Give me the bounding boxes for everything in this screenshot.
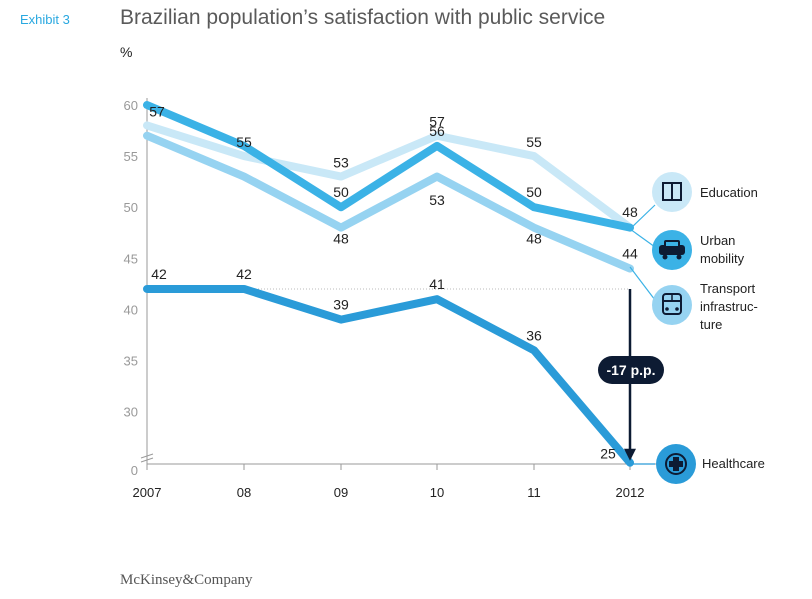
- y-tick-label: 40: [124, 302, 138, 317]
- legend-label-education: Education: [700, 185, 758, 200]
- change-label: -17 p.p.: [606, 362, 655, 378]
- change-badge: [598, 356, 664, 384]
- bus-icon-badge: [652, 285, 692, 325]
- chart-title: Brazilian population’s satisfaction with…: [120, 6, 606, 29]
- chart-lines: [143, 101, 634, 467]
- chart-legend: Education Urban mobility Transport infrastru…: [629, 172, 765, 484]
- legend-connector: [629, 204, 656, 230]
- y-axis-unit: %: [120, 44, 133, 60]
- legend-label-transport: ture: [700, 317, 722, 332]
- change-annotation: -17 p.p.: [598, 288, 664, 461]
- legend-label-transport: infrastruc-: [700, 299, 758, 314]
- axis-break-mark: [140, 453, 154, 459]
- x-tick-label: 2007: [133, 485, 162, 500]
- data-label: 57: [429, 114, 445, 130]
- data-label: 50: [526, 184, 542, 200]
- legend-label-transport: Transport: [700, 281, 756, 296]
- y-tick-label: 0: [131, 463, 138, 478]
- bus-icon: [662, 293, 682, 315]
- legend-connector: [629, 266, 656, 301]
- series-line: [143, 101, 634, 232]
- y-tick-label: 50: [124, 200, 138, 215]
- data-label: 25: [600, 446, 616, 462]
- y-tick-label: 45: [124, 251, 138, 266]
- data-labels: 57 55 53 57 55 48 50 56 50 48 53 48 44 42 42 39 41 36 25: [149, 103, 638, 461]
- data-label: 42: [236, 266, 252, 282]
- data-label: 57: [149, 103, 165, 119]
- legend-label-urban: Urban: [700, 233, 735, 248]
- change-arrow-head: [624, 448, 636, 461]
- data-label: 53: [429, 192, 445, 208]
- exhibit-label: Exhibit 3: [20, 12, 70, 27]
- x-tick-label: 08: [237, 485, 251, 500]
- x-tick-label: 2012: [616, 485, 645, 500]
- series-line: [143, 131, 634, 273]
- data-label: 41: [429, 276, 445, 292]
- axis-break-mark: [140, 457, 154, 463]
- x-tick-label: 09: [334, 485, 348, 500]
- y-tick-label: 35: [124, 354, 138, 369]
- data-label: 42: [151, 266, 167, 282]
- data-label: 55: [526, 134, 542, 150]
- medical-cross-icon: [665, 453, 687, 475]
- y-tick-label: 55: [124, 149, 138, 164]
- data-label: 48: [333, 231, 349, 247]
- series-line: [143, 121, 634, 232]
- book-icon: [662, 182, 682, 201]
- car-icon: [659, 240, 685, 260]
- legend-label-healthcare: Healthcare: [702, 456, 765, 471]
- y-tick-label: 60: [124, 98, 138, 113]
- brand-logo: McKinsey&Company: [120, 572, 253, 588]
- chart-axes: 0 30 35 40 45 50 55 60 2007 08 09 10 11 2012: [124, 98, 660, 500]
- data-label: 50: [333, 184, 349, 200]
- data-label: 55: [236, 134, 252, 150]
- data-label: 48: [526, 231, 542, 247]
- series-line: [143, 284, 634, 467]
- legend-label-urban: mobility: [700, 251, 745, 266]
- data-label: 36: [526, 327, 542, 343]
- data-label: 53: [333, 155, 349, 171]
- data-label: 39: [333, 297, 349, 313]
- y-tick-label: 30: [124, 405, 138, 420]
- data-label: 56: [429, 123, 445, 139]
- data-label: 48: [622, 204, 638, 220]
- legend-connector: [629, 228, 656, 248]
- x-tick-label: 10: [430, 485, 444, 500]
- x-tick-label: 11: [527, 485, 541, 500]
- data-label: 44: [622, 246, 638, 262]
